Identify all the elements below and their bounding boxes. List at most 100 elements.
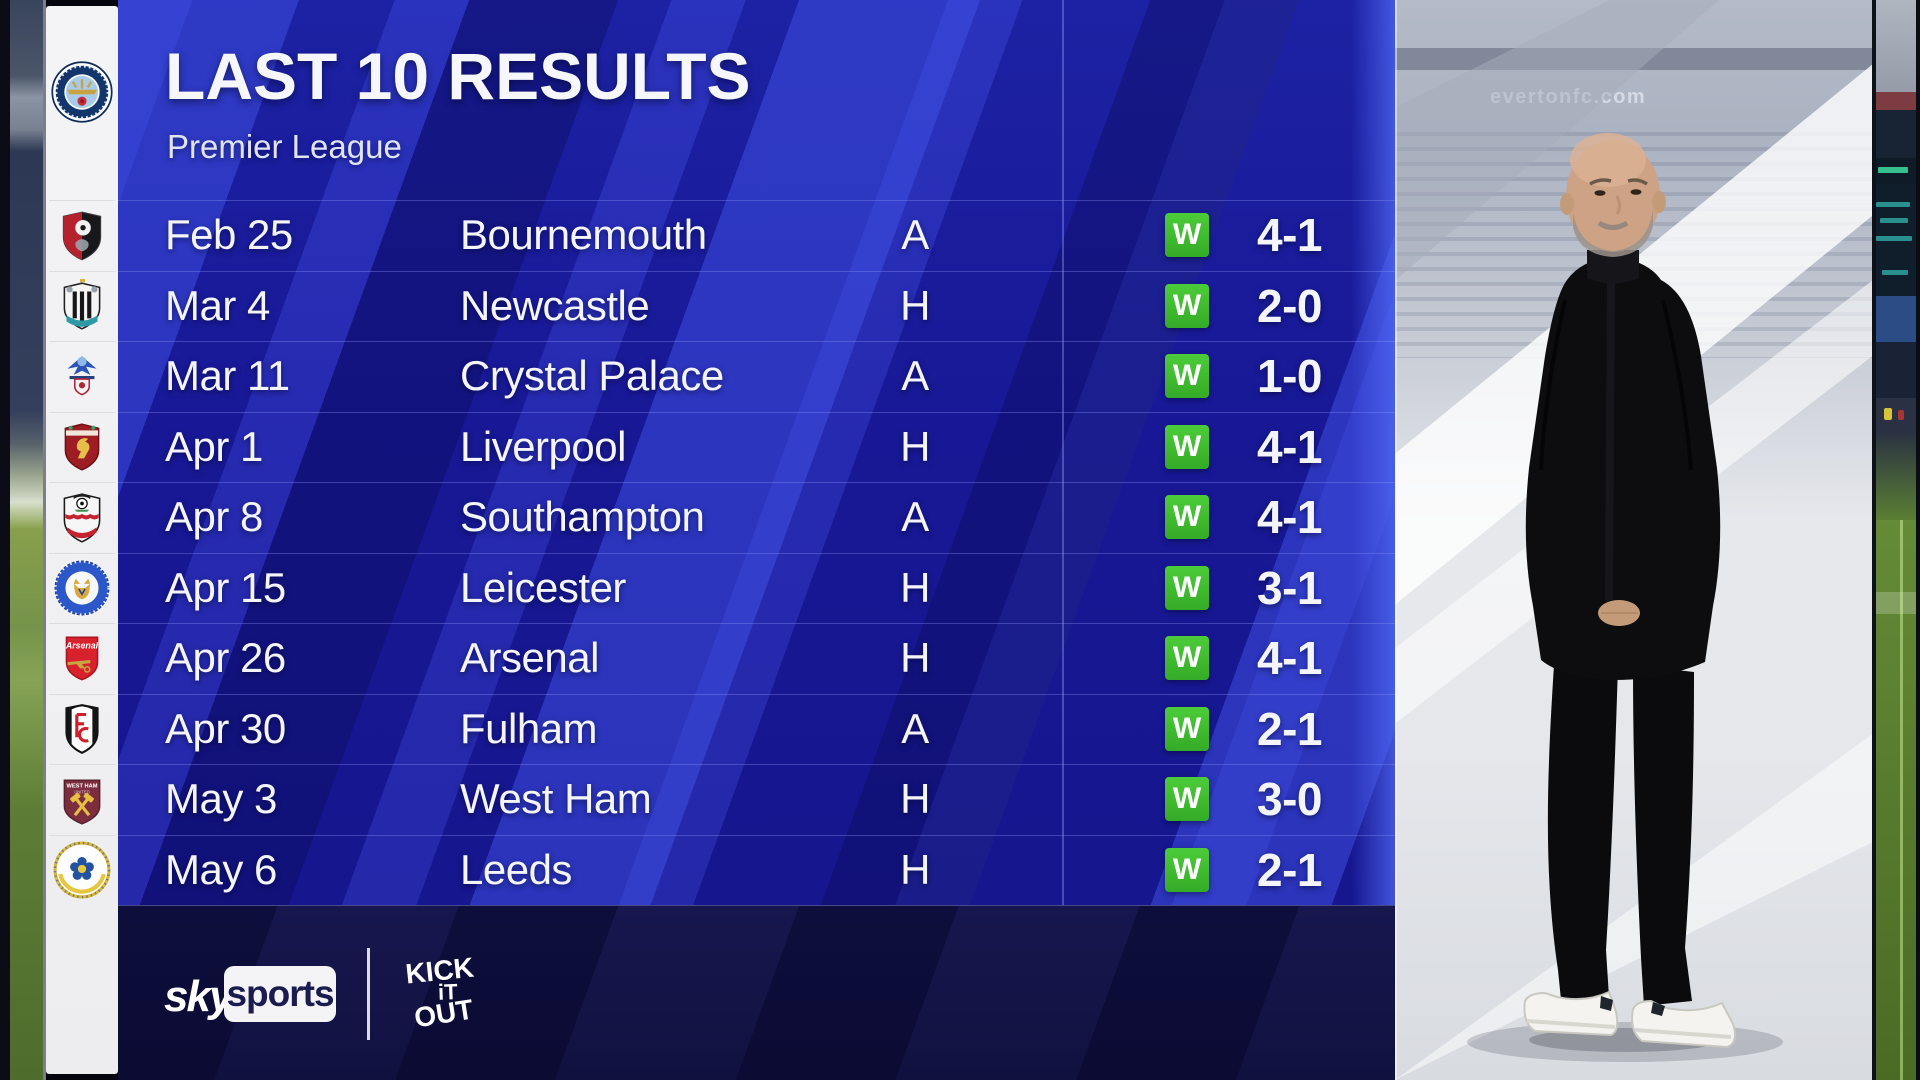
win-badge: W — [1165, 283, 1209, 328]
liverpool-badge — [53, 418, 111, 476]
southampton-badge — [53, 489, 111, 547]
background-video-right — [1872, 0, 1920, 1080]
crowd-band-2 — [1872, 398, 1920, 432]
result-row: Mar 11 Crystal Palace A W 1-0 — [118, 341, 1395, 411]
steward-dot — [1884, 408, 1892, 420]
stand-to-pitch-gradient — [1872, 432, 1920, 520]
row-divider-line — [118, 623, 1395, 624]
scoreboard-led-row — [1872, 158, 1920, 184]
match-score: 2-1 — [1257, 843, 1322, 896]
match-score: 4-1 — [1257, 491, 1322, 543]
result-row: Apr 26 Arsenal H W 4-1 — [118, 623, 1395, 693]
win-badge: W — [1165, 213, 1209, 257]
match-score: 2-1 — [1257, 702, 1322, 755]
arsenal-badge: Arsenal — [53, 630, 111, 688]
crystal-palace-badge — [53, 348, 111, 406]
video-edge-right — [1916, 0, 1920, 1080]
badge-cell-divider — [49, 693, 115, 695]
row-divider-line — [118, 693, 1395, 695]
pitch-green — [1872, 520, 1920, 1080]
manager-photo — [1467, 133, 1783, 1062]
home-away-indicator: H — [900, 563, 930, 611]
result-row: Apr 15 Leicester H W 3-1 — [118, 553, 1395, 623]
scoreboard-top — [1872, 110, 1920, 158]
manager-photo-panel: evertonfc.com — [1395, 0, 1872, 1080]
home-away-indicator: A — [901, 352, 929, 399]
match-date: May 6 — [165, 845, 277, 893]
badge-cell-divider — [49, 411, 115, 413]
opponent-name: Newcastle — [460, 281, 650, 329]
badge-cell-divider — [49, 834, 115, 836]
row-divider-line — [118, 341, 1395, 342]
club-badge-strip: Arsenal WEST HAM UNITED — [46, 6, 118, 1074]
home-away-indicator: A — [901, 493, 929, 540]
match-score: 4-1 — [1257, 632, 1322, 684]
bournemouth-badge — [53, 207, 111, 265]
stadium-roof — [1872, 0, 1920, 92]
match-score: 2-0 — [1257, 279, 1322, 332]
sky-sports-logo-box: sports — [224, 966, 336, 1022]
leeds-badge — [53, 841, 111, 899]
page-title: LAST 10 RESULTS — [165, 39, 751, 113]
match-date: Apr 30 — [165, 704, 286, 752]
badge-cell-divider — [49, 270, 115, 272]
match-date: Apr 26 — [165, 634, 286, 681]
opponent-name: Southampton — [460, 493, 705, 540]
newcastle-badge — [53, 277, 111, 335]
home-away-indicator: H — [900, 775, 930, 822]
opponent-name: Fulham — [460, 704, 598, 752]
home-away-indicator: A — [901, 211, 929, 258]
svg-text:WEST HAM: WEST HAM — [67, 783, 98, 789]
row-divider-line — [118, 764, 1395, 765]
crowd-band — [1872, 342, 1920, 398]
match-score: 4-1 — [1257, 209, 1322, 261]
home-away-indicator: H — [900, 845, 930, 893]
home-away-indicator: H — [900, 634, 930, 681]
match-score: 3-0 — [1257, 773, 1322, 825]
opponent-name: West Ham — [460, 775, 652, 822]
badge-cell-divider — [49, 482, 115, 483]
win-badge: W — [1165, 636, 1209, 680]
pitch-highlight-line — [1900, 520, 1903, 1080]
match-score: 3-1 — [1257, 561, 1322, 614]
diagonal-pattern — [118, 0, 1395, 1080]
win-badge: W — [1165, 847, 1209, 892]
win-badge: W — [1165, 354, 1209, 398]
leicester-badge — [53, 559, 111, 617]
stand-red-band — [1872, 92, 1920, 110]
competition-subtitle: Premier League — [167, 128, 402, 165]
result-row: May 3 West Ham H W 3-0 — [118, 764, 1395, 834]
panel-edge-light — [1395, 0, 1397, 1080]
row-divider-line — [118, 482, 1395, 483]
row-divider-line — [118, 411, 1395, 413]
background-video-left — [0, 0, 46, 1080]
match-date: Feb 25 — [165, 211, 293, 258]
blue-stand — [1872, 296, 1920, 342]
match-date: Mar 11 — [165, 352, 290, 399]
pitch-video-blur — [10, 0, 43, 1080]
fan-dot — [1898, 410, 1904, 420]
column-divider — [1062, 0, 1064, 905]
match-date: Apr 8 — [165, 493, 263, 540]
panel-right-glow — [1351, 0, 1395, 1080]
match-score: 4-1 — [1257, 420, 1322, 473]
sky-logo-text: sky — [164, 972, 233, 1021]
fulham-badge — [53, 700, 111, 758]
west-ham-badge: WEST HAM UNITED — [53, 771, 111, 829]
win-badge: W — [1165, 706, 1209, 751]
win-badge: W — [1165, 424, 1209, 469]
result-row: Mar 4 Newcastle H W 2-0 — [118, 271, 1395, 341]
match-score: 1-0 — [1257, 350, 1322, 402]
badge-cell-divider — [49, 200, 115, 201]
svg-text:UNITED: UNITED — [74, 789, 89, 794]
win-badge: W — [1165, 495, 1209, 539]
badge-cell-divider — [49, 764, 115, 765]
footer-bar: sky sports KICK iT OUT — [118, 905, 1395, 1080]
scoreboard-body — [1872, 184, 1920, 296]
badge-cell-divider — [49, 341, 115, 342]
win-badge: W — [1165, 777, 1209, 821]
logo-divider — [367, 948, 370, 1040]
opponent-name: Arsenal — [460, 634, 599, 681]
man-city-badge — [50, 60, 114, 124]
